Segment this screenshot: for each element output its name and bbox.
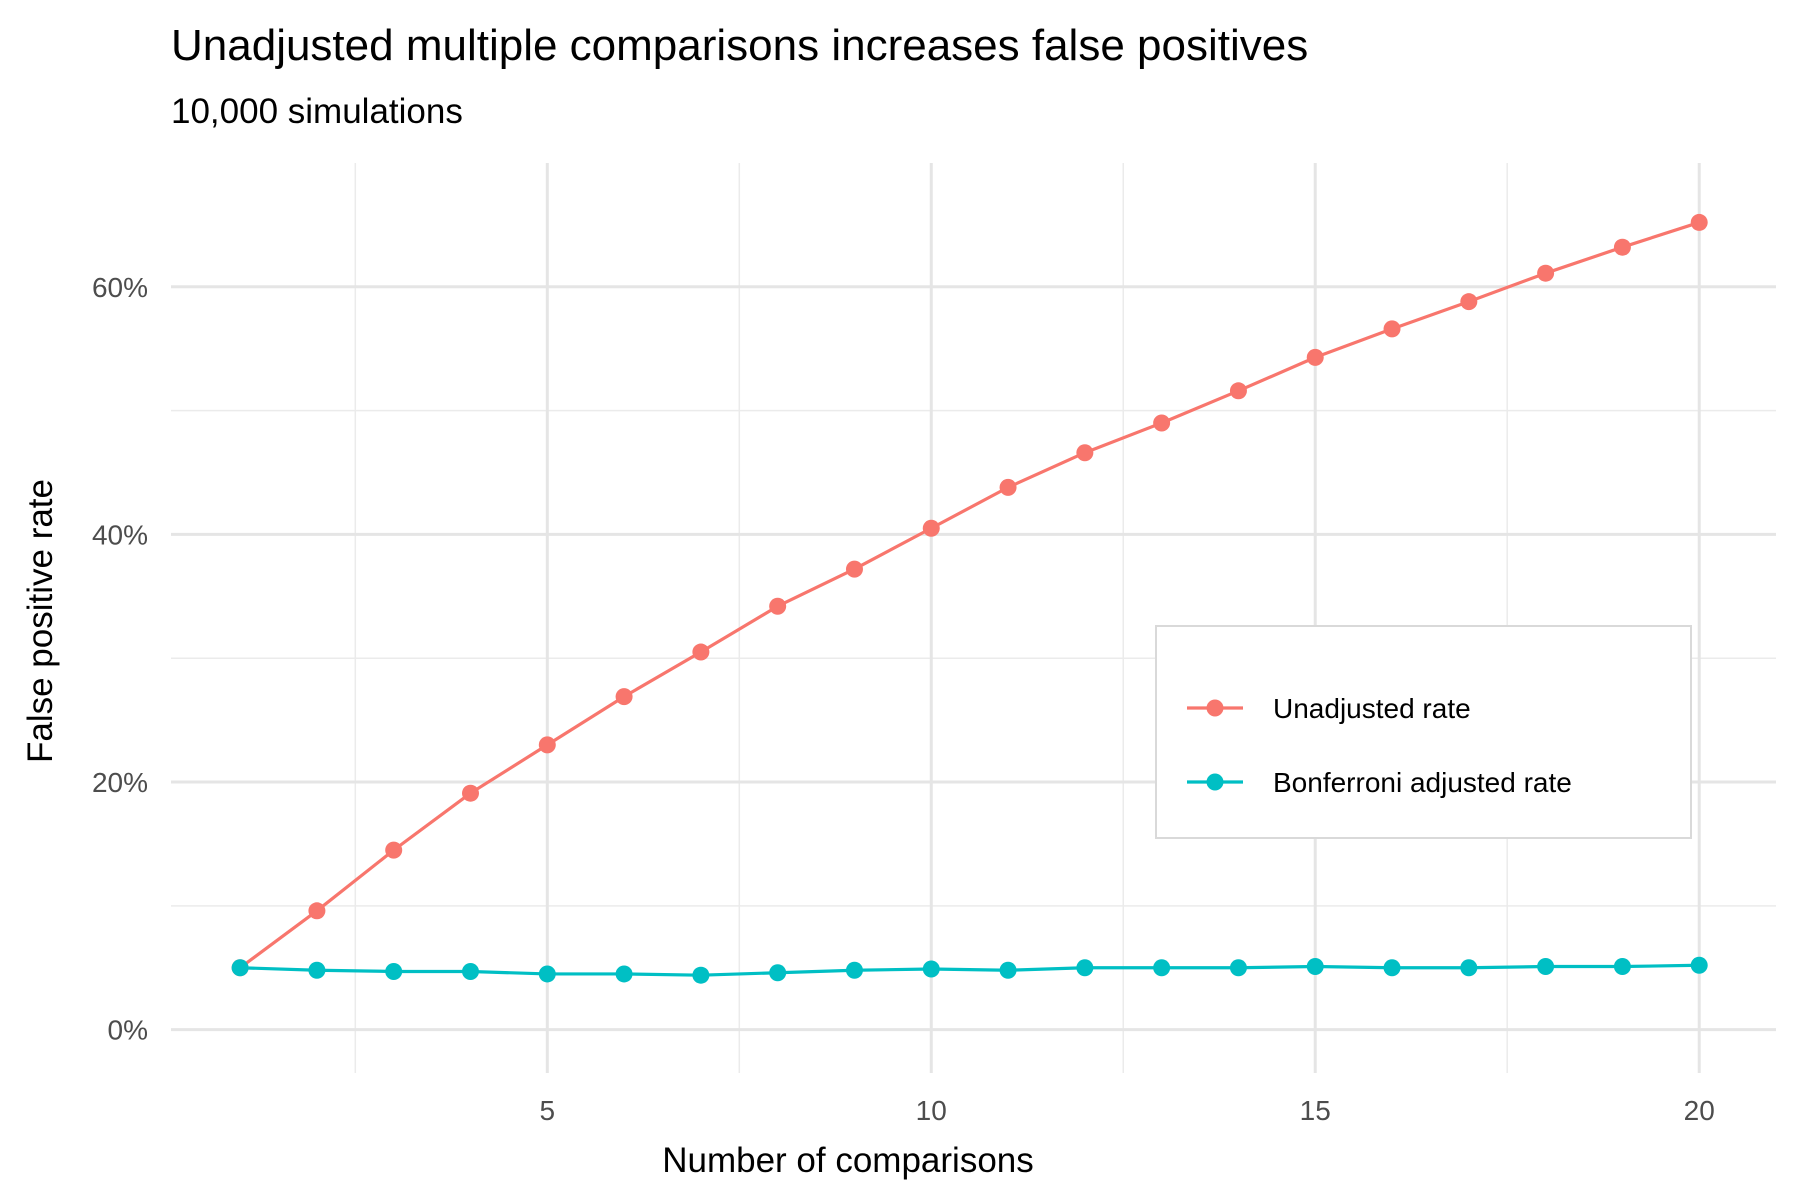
series-2-point bbox=[615, 965, 633, 983]
legend-key-point bbox=[1206, 773, 1224, 791]
x-axis-ticks: 5 10 15 20 bbox=[540, 1095, 1715, 1126]
series-1-point bbox=[1306, 348, 1324, 366]
legend-box bbox=[1155, 625, 1692, 839]
y-axis-ticks: 0% 20% 40% 60% bbox=[92, 272, 148, 1046]
series-1-point bbox=[1229, 382, 1247, 400]
series-layer bbox=[231, 213, 1708, 984]
series-2-point bbox=[999, 961, 1017, 979]
series-2-point bbox=[1153, 959, 1171, 977]
series-2-point bbox=[385, 962, 403, 980]
chart-title: Unadjusted multiple comparisons increase… bbox=[171, 21, 1309, 70]
series-2-point bbox=[308, 961, 326, 979]
series-2-point bbox=[1613, 958, 1631, 976]
series-1-point bbox=[1076, 444, 1094, 462]
series-1-point bbox=[769, 597, 787, 615]
chart-subtitle: 10,000 simulations bbox=[171, 92, 463, 131]
y-axis-title: False positive rate bbox=[21, 479, 60, 763]
series-1-point bbox=[1383, 320, 1401, 338]
series-2-point bbox=[1537, 958, 1555, 976]
series-1-point bbox=[1690, 213, 1708, 231]
legend-label: Unadjusted rate bbox=[1273, 693, 1471, 724]
series-2-point bbox=[1229, 959, 1247, 977]
x-tick-label: 20 bbox=[1684, 1095, 1715, 1126]
x-tick-label: 10 bbox=[916, 1095, 947, 1126]
x-tick-label: 15 bbox=[1300, 1095, 1331, 1126]
series-1-point bbox=[692, 643, 710, 661]
series-2-point bbox=[461, 962, 479, 980]
series-2-point bbox=[769, 964, 787, 982]
series-2-point bbox=[1460, 959, 1478, 977]
series-1-point bbox=[845, 560, 863, 578]
legend-label: Bonferroni adjusted rate bbox=[1273, 767, 1572, 798]
series-line-1 bbox=[239, 220, 1700, 970]
series-1-point bbox=[1537, 264, 1555, 282]
series-2-point bbox=[538, 965, 556, 983]
series-1-point bbox=[538, 736, 556, 754]
legend-key-point bbox=[1206, 699, 1224, 717]
minor-gridlines bbox=[171, 163, 1776, 1073]
series-2-point bbox=[1690, 956, 1708, 974]
series-2-point bbox=[922, 960, 940, 978]
series-1-point bbox=[1153, 414, 1171, 432]
series-1-point bbox=[922, 519, 940, 537]
major-gridlines bbox=[171, 163, 1776, 1073]
series-2-point bbox=[231, 959, 249, 977]
series-2-point bbox=[1076, 959, 1094, 977]
series-2-point bbox=[1383, 959, 1401, 977]
series-line-2 bbox=[240, 963, 1700, 977]
x-tick-label: 5 bbox=[540, 1095, 556, 1126]
series-1-point bbox=[1460, 293, 1478, 311]
y-tick-label: 20% bbox=[92, 767, 148, 798]
y-tick-label: 0% bbox=[108, 1015, 148, 1046]
series-1-point bbox=[615, 688, 633, 706]
legend: Unadjusted rate Bonferroni adjusted rate bbox=[1155, 625, 1692, 839]
series-2-point bbox=[692, 966, 710, 984]
series-1-point bbox=[308, 902, 326, 920]
series-1-point bbox=[1613, 238, 1631, 256]
series-1-point bbox=[461, 784, 479, 802]
series-2-point bbox=[845, 961, 863, 979]
series-1-point bbox=[385, 841, 403, 859]
series-1-point bbox=[999, 478, 1017, 496]
y-tick-label: 40% bbox=[92, 519, 148, 550]
x-axis-title: Number of comparisons bbox=[662, 1141, 1034, 1180]
y-tick-label: 60% bbox=[92, 272, 148, 303]
series-2-point bbox=[1306, 958, 1324, 976]
